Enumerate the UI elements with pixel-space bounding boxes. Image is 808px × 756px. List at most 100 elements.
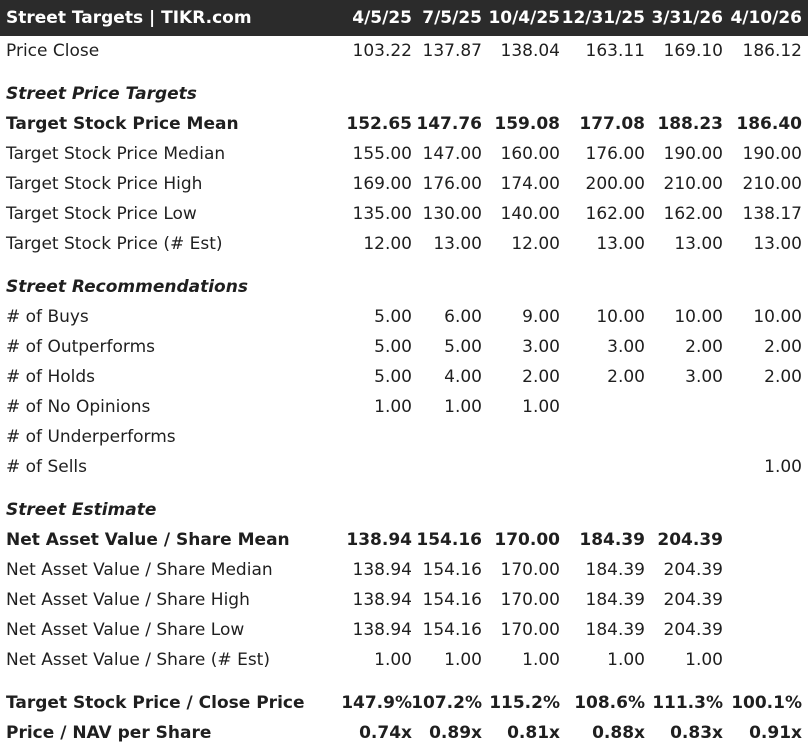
value-cell: 147.9% [341,693,412,713]
value-cell: 135.00 [352,204,412,224]
value-cell: 138.94 [346,530,412,550]
value-cell: 100.1% [731,693,802,713]
value-cell: 190.00 [742,144,802,164]
value-cell: 10.00 [596,307,645,327]
value-cell: 160.00 [500,144,560,164]
row-label: Net Asset Value / Share Median [6,560,273,580]
table-row: # of Outperforms 5.00 5.00 3.00 3.00 2.00 2.00 [0,332,808,362]
value-cell: 108.6% [574,693,645,713]
value-cell: 130.00 [422,204,482,224]
value-cell: 210.00 [742,174,802,194]
value-cell: 0.88x [592,723,645,743]
value-cell: 184.39 [585,590,645,610]
value-cell [722,422,802,452]
row-label: Price Close [6,41,100,61]
value-cell: 1.00 [444,397,482,417]
row-label: Net Asset Value / Share (# Est) [6,650,270,670]
value-cell: 1.00 [522,650,560,670]
value-cell: 155.00 [352,144,412,164]
section-label: Street Estimate [6,500,157,520]
value-cell: 107.2% [411,693,482,713]
row-label: Net Asset Value / Share Mean [6,530,290,550]
value-cell: 169.10 [663,41,723,61]
table-row: Net Asset Value / Share Median 138.94 154.… [0,555,808,585]
table-row: # of Holds 5.00 4.00 2.00 2.00 3.00 2.00 [0,362,808,392]
value-cell: 170.00 [494,530,560,550]
value-cell: 152.65 [346,114,412,134]
value-cell: 170.00 [500,620,560,640]
value-cell [643,422,723,452]
value-cell: 1.00 [607,650,645,670]
value-cell: 3.00 [522,337,560,357]
value-cell: 1.00 [685,650,723,670]
row-label: # of Sells [6,457,87,477]
section-heading: Street Estimate [0,495,808,525]
value-cell: 184.39 [579,530,645,550]
row-label: Net Asset Value / Share High [6,590,250,610]
value-cell: 170.00 [500,560,560,580]
value-cell: 12.00 [363,234,412,254]
value-cell: 177.08 [579,114,645,134]
value-cell: 154.16 [416,530,482,550]
value-cell: 163.11 [585,41,645,61]
table-row: Target Stock Price Mean 152.65 147.76 159.0… [0,109,808,139]
row-label: Target Stock Price / Close Price [6,693,305,713]
value-cell: 138.94 [352,620,412,640]
value-cell: 10.00 [753,307,802,327]
value-cell: 5.00 [374,337,412,357]
value-cell: 138.94 [352,590,412,610]
value-cell [555,422,645,452]
table-row: Net Asset Value / Share (# Est) 1.00 1.00 1… [0,645,808,675]
table-row: Net Asset Value / Share Low 138.94 154.16 1… [0,615,808,645]
date-header: 3/31/26 [651,8,723,28]
value-cell: 3.00 [607,337,645,357]
value-cell: 138.04 [500,41,560,61]
section-heading: Street Recommendations [0,272,808,302]
value-cell: 13.00 [433,234,482,254]
table-row: Target Stock Price High 169.00 176.00 174.0… [0,169,808,199]
value-cell: 204.39 [663,590,723,610]
table-row: Target Stock Price / Close Price 147.9% 10… [0,688,808,718]
row-label: Net Asset Value / Share Low [6,620,245,640]
value-cell: 2.00 [522,367,560,387]
value-cell [722,392,802,422]
section-heading: Street Price Targets [0,79,808,109]
value-cell: 186.40 [736,114,802,134]
value-cell: 1.00 [374,650,412,670]
value-cell: 138.94 [352,560,412,580]
value-cell [402,422,482,452]
table-row: # of No Opinions 1.00 1.00 1.00 [0,392,808,422]
value-cell: 115.2% [489,693,560,713]
value-cell: 140.00 [500,204,560,224]
value-cell: 169.00 [352,174,412,194]
value-cell [555,452,645,482]
row-label: # of Holds [6,367,95,387]
section-label: Street Recommendations [6,277,248,297]
value-cell [480,452,560,482]
value-cell: 12.00 [511,234,560,254]
table-row: Price Close 103.22 137.87 138.04 163.11 169.1… [0,36,808,66]
value-cell [480,422,560,452]
value-cell: 174.00 [500,174,560,194]
value-cell: 184.39 [585,620,645,640]
value-cell: 162.00 [663,204,723,224]
date-header: 4/5/25 [352,8,412,28]
table-row: Price / NAV per Share 0.74x 0.89x 0.81x 0.88… [0,718,808,748]
value-cell: 204.39 [657,530,723,550]
value-cell: 4.00 [444,367,482,387]
value-cell: 0.89x [429,723,482,743]
value-cell: 2.00 [764,337,802,357]
value-cell: 103.22 [352,41,412,61]
value-cell: 147.76 [416,114,482,134]
row-label: # of Buys [6,307,89,327]
value-cell: 111.3% [652,693,723,713]
value-cell: 5.00 [374,307,412,327]
value-cell: 0.81x [507,723,560,743]
row-label: Target Stock Price High [6,174,203,194]
value-cell: 2.00 [607,367,645,387]
value-cell [722,555,802,585]
value-cell: 5.00 [374,367,412,387]
date-header: 10/4/25 [488,8,560,28]
value-cell: 6.00 [444,307,482,327]
value-cell: 137.87 [422,41,482,61]
